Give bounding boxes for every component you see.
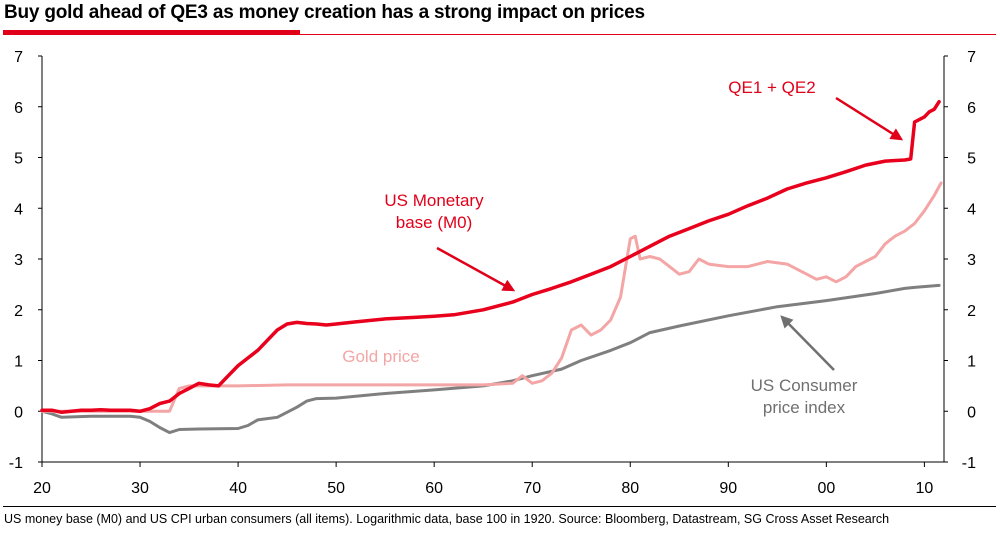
x-tick-label: 30 [131, 480, 149, 497]
y-tick-label-right: 5 [967, 151, 976, 168]
y-tick-label-left: 1 [14, 354, 23, 371]
y-tick-label-left: 0 [14, 404, 23, 421]
annotations-group: US Monetary base (M0) QE1 + QE2 Gold price U… [342, 78, 904, 417]
annotation-cpi: US Consumer price index [751, 376, 858, 417]
gold-line [40, 181, 943, 413]
x-tick-label: 70 [523, 480, 541, 497]
y-tick-label-left: 2 [14, 303, 23, 320]
y-tick-label-right: 2 [967, 303, 976, 320]
x-tick-label: 00 [817, 480, 835, 497]
annotation-qe: QE1 + QE2 [728, 78, 815, 97]
y-tick-label-left: 7 [14, 49, 23, 66]
x-tick-label: 60 [425, 480, 443, 497]
annotation-gold: Gold price [342, 347, 419, 366]
y-tick-label-right: -1 [962, 455, 976, 472]
line-chart: -1 -10 01 12 23 34 45 56 67 720 30 40 50 60 70 80 90 00 10… [9, 49, 976, 497]
annotation-line: Gold price [342, 347, 419, 366]
x-tick-label: 20 [33, 480, 51, 497]
title-accent-rule [3, 30, 300, 35]
x-tick-label: 50 [327, 480, 345, 497]
annotation-line: US Consumer [751, 376, 858, 395]
y-tick-label-right: 7 [967, 49, 976, 66]
y-tick-label-right: 0 [967, 404, 976, 421]
monetary-base-line [40, 99, 941, 415]
annotation-arrow-monetary-base [436, 246, 516, 292]
y-tick-label-left: -1 [9, 455, 23, 472]
annotation-line: price index [763, 398, 846, 417]
annotation-line: QE1 + QE2 [728, 78, 815, 97]
y-tick-label-right: 4 [967, 201, 976, 218]
annotation-line: US Monetary [384, 191, 484, 210]
axes-group: -1 -10 01 12 23 34 45 56 67 720 30 40 50 60 70 80 90 00 10 [9, 49, 976, 497]
title-underline-rule [3, 34, 996, 35]
x-tick-label: 10 [915, 480, 933, 497]
y-tick-label-left: 5 [14, 151, 23, 168]
y-tick-label-right: 1 [967, 354, 976, 371]
x-tick-label: 40 [229, 480, 247, 497]
y-tick-label-right: 6 [967, 100, 976, 117]
cpi-line [40, 283, 941, 435]
annotation-arrow-qe [835, 96, 904, 141]
y-tick-label-left: 3 [14, 252, 23, 269]
chart-title: Buy gold ahead of QE3 as money creation … [4, 2, 645, 23]
annotation-monetary-base: US Monetary base (M0) [384, 191, 484, 232]
source-footnote: US money base (M0) and US CPI urban cons… [4, 512, 890, 526]
annotation-arrow-cpi [780, 315, 835, 371]
x-tick-label: 80 [621, 480, 639, 497]
y-tick-label-left: 4 [14, 201, 23, 218]
series-group [40, 99, 943, 435]
footer-rule [3, 506, 996, 507]
y-tick-label-right: 3 [967, 252, 976, 269]
y-tick-label-left: 6 [14, 100, 23, 117]
annotation-line: base (M0) [396, 213, 473, 232]
x-tick-label: 90 [719, 480, 737, 497]
